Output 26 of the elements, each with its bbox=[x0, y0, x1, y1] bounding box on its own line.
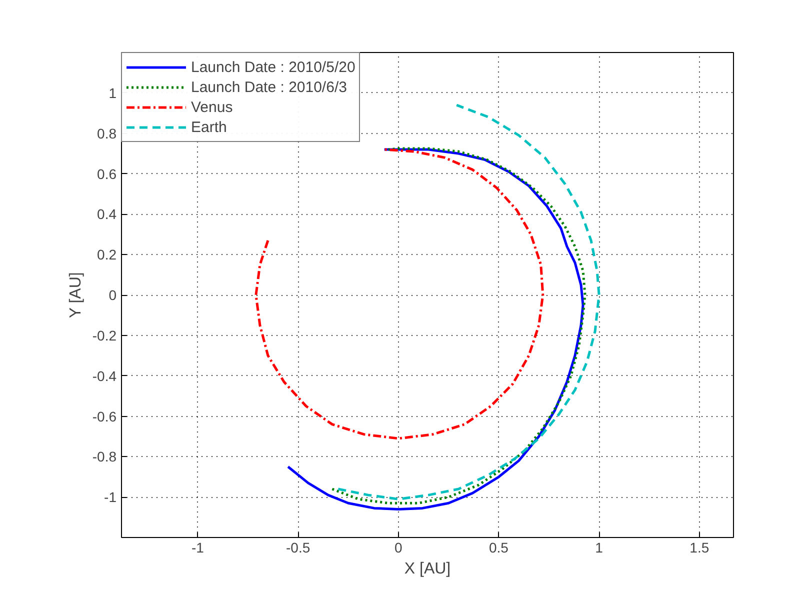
y-tick-label: -0.4 bbox=[92, 368, 117, 384]
y-axis-title: Y [AU] bbox=[67, 272, 84, 318]
line-series bbox=[254, 148, 544, 440]
y-tick-label: 0.8 bbox=[97, 125, 117, 142]
x-axis-title: X [AU] bbox=[404, 560, 451, 578]
x-tick-label: 1.5 bbox=[690, 540, 710, 556]
y-tick-label: 0 bbox=[108, 287, 117, 303]
x-tick-label: 0 bbox=[394, 540, 403, 556]
y-tick-label: 1 bbox=[108, 84, 117, 101]
y-tick-label: -0.8 bbox=[92, 448, 117, 465]
line-series bbox=[330, 147, 586, 504]
x-tick-label: -1 bbox=[192, 540, 204, 556]
line-series bbox=[336, 104, 600, 500]
legend-label: Earth bbox=[191, 118, 227, 136]
y-tick-label: 0.6 bbox=[97, 166, 117, 182]
y-tick-label: -0.6 bbox=[92, 408, 117, 424]
y-tick-label: -0.2 bbox=[92, 327, 117, 344]
legend-label: Venus bbox=[191, 98, 233, 116]
y-tick-label: 0.2 bbox=[97, 246, 117, 263]
y-tick-label: 0.4 bbox=[97, 206, 117, 222]
x-tick-label: 1 bbox=[595, 540, 604, 556]
legend-label: Launch Date : 2010/5/20 bbox=[191, 58, 356, 76]
x-tick-label: -0.5 bbox=[286, 540, 310, 556]
legend-label: Launch Date : 2010/6/3 bbox=[191, 78, 347, 96]
x-tick-label: 0.5 bbox=[489, 540, 509, 556]
y-tick-label: -1 bbox=[104, 489, 117, 506]
